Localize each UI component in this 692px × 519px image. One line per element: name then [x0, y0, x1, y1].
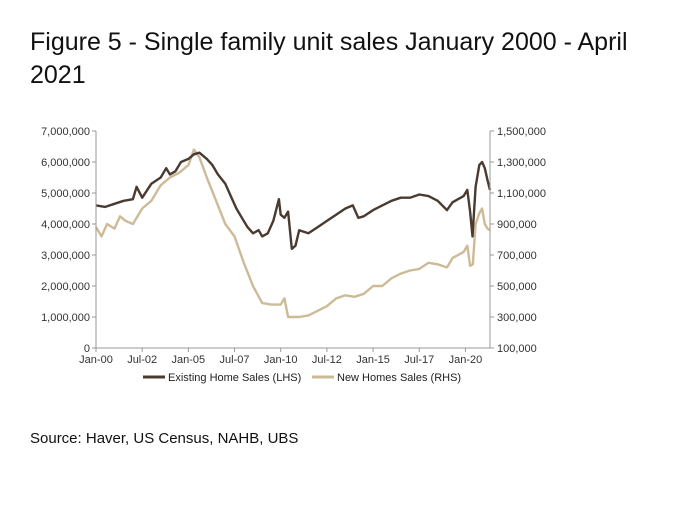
- existing-home-sales-line: [95, 151, 492, 250]
- line-chart: 0 1,000,000 2,000,000 3,000,000 4,000,000 5,0…: [41, 126, 546, 384]
- y-left-tick-label: 3,000,000: [41, 250, 90, 262]
- y-right-tick-label: 300,000: [497, 312, 537, 324]
- y-left-tick-label: 1,000,000: [41, 312, 90, 324]
- y-left-tick-label: 5,000,000: [41, 188, 90, 200]
- x-tick-label: Jul-07: [220, 354, 250, 366]
- x-tick-label: Jan-00: [79, 354, 113, 366]
- y-right-tick-label: 700,000: [497, 250, 537, 262]
- y-right-tick-label: 1,500,000: [497, 126, 546, 138]
- x-tick-label: Jan-10: [264, 354, 298, 366]
- legend-new-homes-sales-label: New Homes Sales (RHS): [337, 372, 461, 384]
- y-right-tick-label: 1,300,000: [497, 157, 546, 169]
- x-tick-label: Jul-12: [312, 354, 342, 366]
- source-note: Source: Haver, US Census, NAHB, UBS: [30, 430, 299, 447]
- legend-existing-home-sales-label: Existing Home Sales (LHS): [168, 372, 301, 384]
- x-tick-label: Jan-05: [172, 354, 206, 366]
- y-left-tick-label: 4,000,000: [41, 219, 90, 231]
- axes: 0 1,000,000 2,000,000 3,000,000 4,000,000 5,0…: [41, 126, 546, 366]
- x-tick-label: Jul-02: [127, 354, 157, 366]
- y-left-tick-label: 6,000,000: [41, 157, 90, 169]
- y-right-tick-label: 900,000: [497, 219, 537, 231]
- y-left-tick-label: 0: [84, 343, 90, 355]
- y-right-tick-label: 1,100,000: [497, 188, 546, 200]
- x-tick-label: Jan-20: [449, 354, 483, 366]
- x-tick-label: Jan-15: [356, 354, 390, 366]
- chart-title: Figure 5 - Single family unit sales Janu…: [30, 28, 628, 89]
- series-layer: [94, 148, 492, 319]
- new-homes-sales-line: [94, 148, 491, 319]
- x-tick-label: Jul-17: [404, 354, 434, 366]
- legend: Existing Home Sales (LHS) New Homes Sales…: [143, 372, 461, 384]
- y-left-tick-label: 2,000,000: [41, 281, 90, 293]
- y-right-tick-label: 100,000: [497, 343, 537, 355]
- y-left-tick-label: 7,000,000: [41, 126, 90, 138]
- y-right-tick-label: 500,000: [497, 281, 537, 293]
